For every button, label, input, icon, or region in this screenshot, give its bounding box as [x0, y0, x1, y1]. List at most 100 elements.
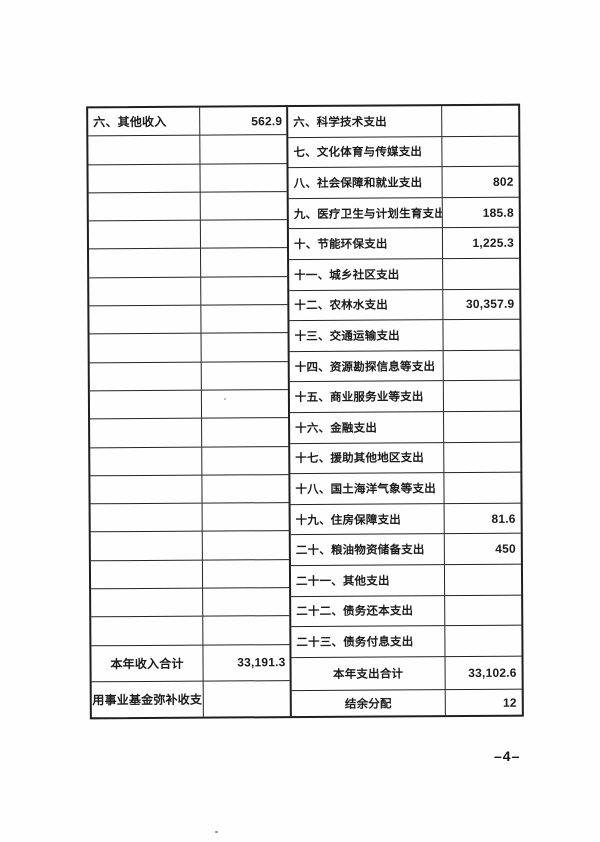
income-row — [91, 616, 290, 646]
income-item-cell — [90, 503, 203, 532]
income-total-row: 本年收入合计 33,191.3 — [91, 644, 290, 683]
income-value-cell: 562.9 — [251, 113, 283, 128]
expense-value-cell — [443, 320, 519, 350]
expense-row: 二十、粮油物资储备支出 450 — [290, 533, 521, 566]
budget-table: 六、其他收入 562.9 本年收入合计 33,191.3 用事业基金弥补收支 六、科学技… — [86, 103, 524, 720]
income-row — [91, 588, 290, 618]
expense-item-cell: 二十二、债务还本支出 — [291, 595, 446, 627]
expense-total-row: 本年支出合计 33,102.6 — [291, 656, 522, 692]
income-item-cell — [91, 588, 204, 617]
income-row — [88, 191, 287, 222]
income-item-cell — [88, 220, 202, 249]
expense-value-cell — [445, 595, 521, 625]
expense-row: 七、文化体育与传媒支出 — [288, 136, 519, 169]
income-item-cell — [88, 192, 201, 221]
scan-speck — [215, 831, 218, 833]
expense-row: 八、社会保障和就业支出 802 — [288, 166, 519, 199]
income-item-cell: 本年收入合计 — [91, 645, 204, 682]
income-value-cell — [200, 164, 286, 192]
expense-value-cell: 802 — [492, 174, 514, 189]
income-value-cell — [203, 532, 289, 560]
income-item-cell — [89, 277, 202, 306]
income-item-cell — [88, 135, 201, 164]
income-value-cell — [201, 305, 287, 333]
expense-row: 十九、住房保障支出 81.6 — [290, 503, 521, 536]
income-item-cell — [90, 532, 203, 561]
income-row — [88, 135, 287, 165]
income-row — [90, 559, 290, 590]
expense-total-row: 结余分配 12 — [291, 690, 522, 717]
income-row — [89, 390, 289, 420]
expense-item-cell: 七、文化体育与传媒支出 — [288, 136, 443, 168]
expense-value-cell: 1,225.3 — [472, 235, 515, 251]
expense-value-cell: 450 — [495, 541, 516, 556]
income-value-cell: 33,191.3 — [237, 655, 286, 670]
expense-item-cell: 十、节能环保支出 — [288, 228, 444, 260]
expense-section: 六、科学技术支出 七、文化体育与传媒支出 八、社会保障和就业支出 802 九、医疗卫生与… — [288, 105, 522, 717]
income-row — [90, 446, 289, 477]
expense-item-cell: 二十、粮油物资储备支出 — [290, 534, 445, 565]
expense-item-cell: 六、科学技术支出 — [288, 106, 443, 137]
expense-item-cell: 十八、国土海洋气象等支出 — [290, 473, 445, 504]
expense-row: 十二、农林水支出 30,357.9 — [289, 289, 520, 322]
expense-item-cell: 二十三、债务付息支出 — [291, 626, 446, 657]
expense-value-cell — [444, 412, 520, 442]
income-item-cell — [89, 249, 202, 278]
expense-row: 十七、援助其他地区支出 — [290, 442, 521, 475]
income-item-cell — [89, 362, 202, 391]
income-value-cell — [202, 447, 288, 475]
income-row — [90, 531, 289, 562]
expense-row: 二十三、债务付息支出 — [291, 625, 522, 658]
income-value-cell — [201, 249, 287, 277]
expense-value-cell: 81.6 — [491, 511, 516, 526]
income-item-cell — [90, 447, 203, 476]
income-row — [90, 418, 289, 448]
expense-item-cell: 十一、城乡社区支出 — [289, 259, 444, 290]
expense-value-cell — [445, 626, 521, 656]
expense-item-cell: 十三、交通运输支出 — [289, 320, 444, 351]
expense-row: 十三、交通运输支出 — [289, 319, 520, 352]
income-total-row: 用事业基金弥补收支 — [91, 681, 290, 718]
income-value-cell — [203, 503, 289, 531]
scan-speck — [224, 398, 226, 400]
income-row: 六、其他收入 562.9 — [88, 107, 287, 137]
expense-row: 十、节能环保支出 1,225.3 — [288, 228, 520, 261]
expense-row: 十六、金融支出 — [290, 411, 521, 444]
income-row — [90, 474, 289, 505]
expense-value-cell — [444, 442, 520, 472]
expense-value-cell — [442, 106, 518, 136]
income-item-cell — [90, 418, 203, 447]
income-value-cell — [202, 390, 288, 418]
expense-value-cell: 12 — [502, 695, 517, 710]
income-row — [89, 276, 288, 307]
income-item-cell — [90, 560, 204, 589]
expense-value-cell — [445, 565, 521, 595]
income-row — [90, 503, 289, 533]
expense-row: 十一、城乡社区支出 — [289, 258, 520, 291]
income-item-cell: 六、其他收入 — [88, 107, 201, 136]
income-section: 六、其他收入 562.9 本年收入合计 33,191.3 用事业基金弥补收支 — [88, 107, 292, 718]
expense-item-cell: 十二、农林水支出 — [289, 289, 444, 321]
expense-row: 二十一、其他支出 — [290, 564, 522, 597]
income-value-cell — [203, 616, 289, 644]
income-value-cell — [202, 362, 288, 390]
income-value-cell — [201, 277, 287, 305]
expense-row: 十八、国土海洋气象等支出 — [290, 472, 521, 505]
expense-item-cell: 八、社会保障和就业支出 — [288, 167, 443, 198]
expense-value-cell — [444, 473, 520, 503]
income-row — [89, 305, 288, 335]
income-value-cell — [201, 192, 287, 220]
expense-item-cell: 九、医疗卫生与计划生育支出 — [288, 197, 443, 229]
income-row — [89, 361, 288, 392]
income-item-cell — [91, 616, 204, 645]
income-row — [89, 248, 288, 279]
expense-value-cell — [443, 259, 519, 289]
income-row — [89, 333, 288, 363]
income-row — [88, 220, 288, 250]
expense-item-cell: 十七、援助其他地区支出 — [290, 442, 445, 474]
income-item-cell: 用事业基金弥补收支 — [91, 681, 204, 718]
income-item-cell — [89, 334, 202, 362]
income-item-cell — [90, 475, 203, 504]
income-value-cell — [203, 560, 289, 588]
